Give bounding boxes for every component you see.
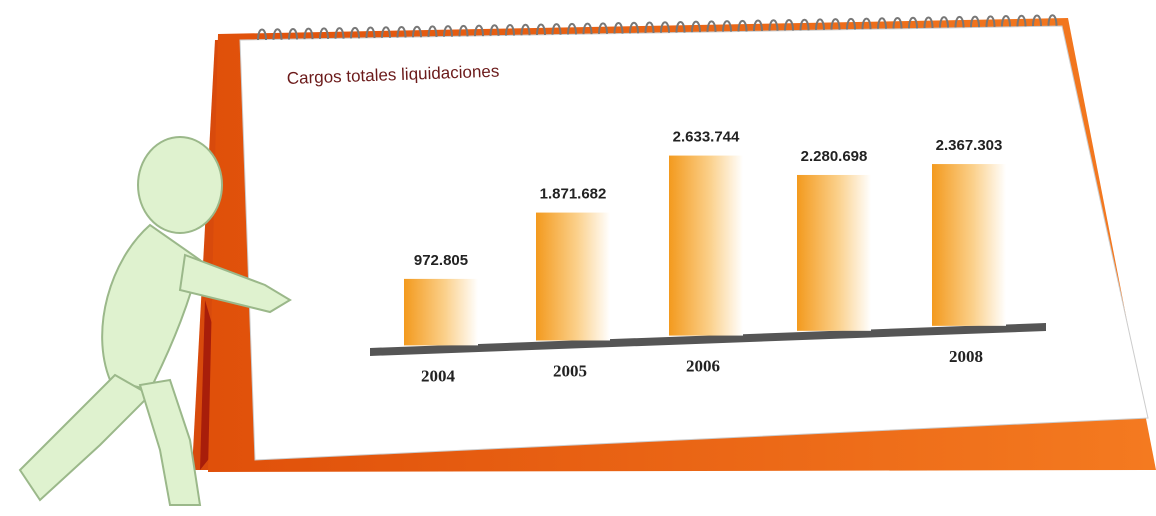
x-tick-label: 2005 (553, 361, 587, 380)
ring (830, 18, 841, 30)
ring (908, 16, 918, 29)
bar (669, 155, 743, 336)
ring (350, 26, 360, 39)
ring (877, 17, 887, 29)
ring (799, 18, 810, 31)
ring (768, 19, 779, 31)
ring (861, 17, 872, 30)
ring (1001, 15, 1011, 27)
ring (458, 24, 469, 37)
ring (706, 20, 717, 32)
ring (272, 28, 283, 40)
spiral (257, 14, 1058, 41)
ring (443, 25, 453, 37)
ring (1032, 14, 1042, 27)
ring (737, 19, 748, 32)
bar (932, 164, 1006, 326)
ring (1047, 14, 1058, 26)
ring (303, 27, 314, 40)
ring (427, 25, 438, 37)
ring (334, 27, 345, 39)
ring (567, 22, 577, 35)
ring (381, 26, 391, 38)
figure (18, 136, 292, 506)
ring (365, 26, 376, 39)
ring (257, 28, 267, 41)
x-tick-label: 2008 (949, 347, 983, 366)
ring (815, 18, 825, 30)
bar (797, 174, 871, 331)
ring (412, 25, 422, 38)
bar (536, 212, 610, 341)
value-label: 972.805 (414, 252, 468, 269)
ring (505, 24, 515, 36)
ring (939, 16, 949, 28)
ring (474, 24, 484, 37)
ring (489, 24, 500, 36)
ring (970, 15, 980, 28)
ring (598, 22, 608, 34)
value-label: 2.280.698 (801, 148, 868, 165)
x-tick-label: 2006 (686, 357, 720, 376)
bar (404, 278, 478, 346)
baseline (370, 323, 1046, 356)
value-label: 2.367.303 (936, 137, 1003, 154)
ring (691, 20, 701, 33)
ring (784, 18, 794, 31)
ring (613, 22, 624, 34)
ring (722, 20, 732, 32)
ring (753, 19, 763, 32)
ring (551, 23, 562, 35)
ring (536, 23, 546, 35)
ring (582, 22, 593, 35)
ring (675, 20, 686, 33)
ring (846, 17, 856, 30)
ring (892, 17, 903, 29)
x-tick-label: 2004 (421, 366, 456, 385)
ring (923, 16, 934, 28)
ring (288, 27, 298, 40)
ring (520, 23, 531, 36)
ring (319, 27, 329, 39)
value-label: 2.633.744 (673, 129, 740, 146)
value-label: 1.871.682 (540, 186, 607, 203)
ring (660, 21, 670, 33)
ring (644, 21, 655, 34)
ring (1016, 14, 1027, 27)
ring (629, 21, 639, 34)
ring (954, 15, 965, 28)
ring (985, 15, 996, 27)
ring (396, 25, 407, 38)
